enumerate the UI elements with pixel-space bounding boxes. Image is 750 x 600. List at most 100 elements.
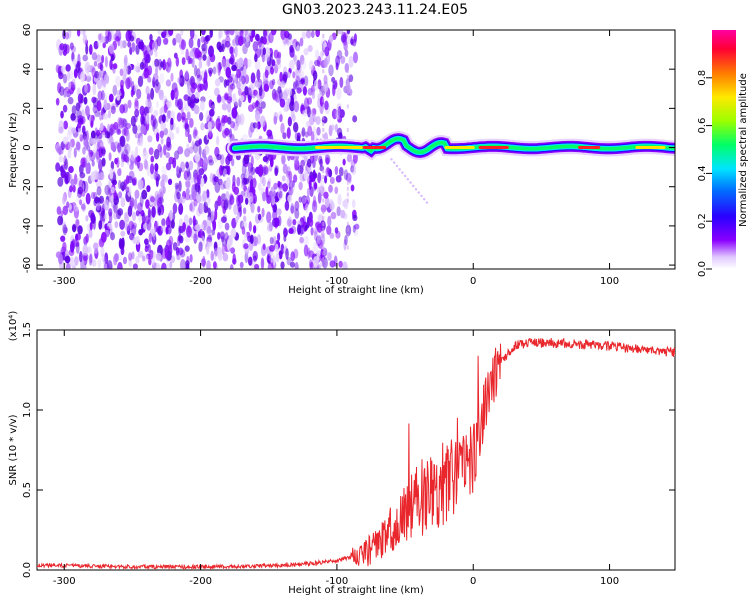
heatmap-noise-cell [326,225,332,236]
heatmap-noise-cell [172,203,178,214]
heatmap-noise-cell [266,225,272,232]
heatmap-noise-cell [236,176,241,187]
heatmap-noise-cell [148,147,154,155]
heatmap-noise-cell [180,30,184,36]
heatmap-noise-cell [352,51,359,64]
heatmap-noise-cell [55,97,60,106]
heatmap-noise-cell [89,44,93,55]
heatmap-noise-cell [133,115,138,123]
heatmap-noise-cell [92,218,96,230]
heatmap-noise-cell [60,110,64,119]
heatmap-noise-cell [193,234,199,241]
heatmap-noise-cell [199,100,205,111]
heatmap-noise-cell [109,167,114,180]
heatmap-noise-streak [322,169,325,174]
heatmap-noise-cell [90,171,96,183]
heatmap-noise-cell [77,127,82,138]
heatmap-noise-cell [190,176,195,184]
heatmap-noise-cell [328,34,334,43]
heatmap-noise-cell [93,60,98,67]
heatmap-noise-cell [125,130,130,143]
heatmap-noise-cell [282,183,289,192]
heatmap-noise-cell [266,194,272,204]
heatmap-noise-cell [297,164,304,175]
heatmap-noise-cell [243,243,249,250]
heatmap-noise-cell [309,261,314,269]
colorbar-tick-label: 0.6 [697,118,708,134]
heatmap-noise-cell [282,90,288,101]
heatmap-noise-cell [163,144,167,156]
heatmap-noise-cell [85,192,91,205]
heatmap-noise-cell [335,175,342,183]
heatmap-noise-cell [61,65,66,74]
heatmap-noise-cell [221,243,225,256]
heatmap-noise-cell [236,115,242,125]
heatmap-noise-cell [282,40,287,48]
heatmap-noise-cell [147,244,151,254]
heatmap-noise-cell [279,98,286,108]
heatmap-noise-cell [185,187,190,195]
heatmap-signal-band [227,130,675,204]
figure-title: GN03.2023.243.11.24.E05 [281,2,469,18]
heatmap-noise-cell [117,261,123,269]
heatmap-noise-cell [91,259,97,267]
heatmap-noise-cell [67,125,74,136]
heatmap-noise-cell [59,86,65,96]
heatmap-noise-cell [262,155,269,163]
heatmap-noise-cell [77,225,83,235]
heatmap-noise-cell [75,218,80,225]
heatmap-noise-cell [199,202,205,215]
heatmap-noise-cell [277,86,282,94]
heatmap-noise-cell [82,125,86,135]
heatmap-noise-cell [179,75,185,87]
heatmap-noise-cell [203,71,208,83]
heatmap-noise-cell [64,32,69,40]
heatmap-noise-cell [283,88,290,97]
heatmap-noise-cell [220,122,226,132]
heatmap-noise-cell [246,87,252,100]
heatmap-noise-cell [189,117,194,128]
heatmap-noise-cell [323,57,329,68]
heatmap-noise-cell [121,127,127,136]
heatmap-noise-cell [286,127,291,139]
heatmap-noise-cell [207,55,211,67]
heatmap-noise-cell [295,75,301,87]
heatmap-noise-cell [221,238,228,247]
heatmap-noise-cell [334,79,338,88]
heatmap-noise-cell [193,104,200,115]
heatmap-noise-cell [189,50,195,57]
heatmap-noise-cell [58,253,63,265]
heatmap-noise-cell [199,111,204,122]
heatmap-noise-cell [172,241,178,251]
heatmap-noise-cell [71,105,77,116]
heatmap-noise-cell [120,159,125,168]
heatmap-noise-cell [108,43,115,55]
heatmap-noise-cell [271,78,276,86]
heatmap-noise-cell [303,170,309,181]
heatmap-noise-cell [186,143,190,150]
heatmap-noise-cell [126,152,130,165]
heatmap-noise-cell [248,170,253,179]
heatmap-noise-cell [94,110,101,118]
heatmap-noise-cell [272,255,276,266]
heatmap-noise-streak [322,186,325,191]
heatmap-noise-cell [203,145,210,156]
colorbar: 0.0 0.2 0.4 0.6 0.8 Normalized spectral ampl… [697,30,749,277]
heatmap-noise-cell [287,33,292,40]
heatmap-noise-cell [315,30,321,38]
heatmap-noise-cell [323,191,329,199]
heatmap-noise-cell [196,177,201,188]
heatmap-noise-cell [334,123,338,133]
heatmap-noise-cell [329,260,336,268]
heatmap-noise-cell [139,135,144,147]
heatmap-noise-streak [322,122,325,127]
heatmap-noise-cell [230,228,237,238]
heatmap-noise-cell [255,33,260,42]
heatmap-noise-cell [88,209,94,219]
heatmap-noise-cell [155,252,162,261]
heatmap-noise-cell [212,66,217,75]
heatmap-noise-cell [79,172,86,179]
heatmap-noise-cell [344,49,349,57]
heatmap-noise-streak [322,233,325,238]
heatmap-noise-cell [70,240,75,253]
